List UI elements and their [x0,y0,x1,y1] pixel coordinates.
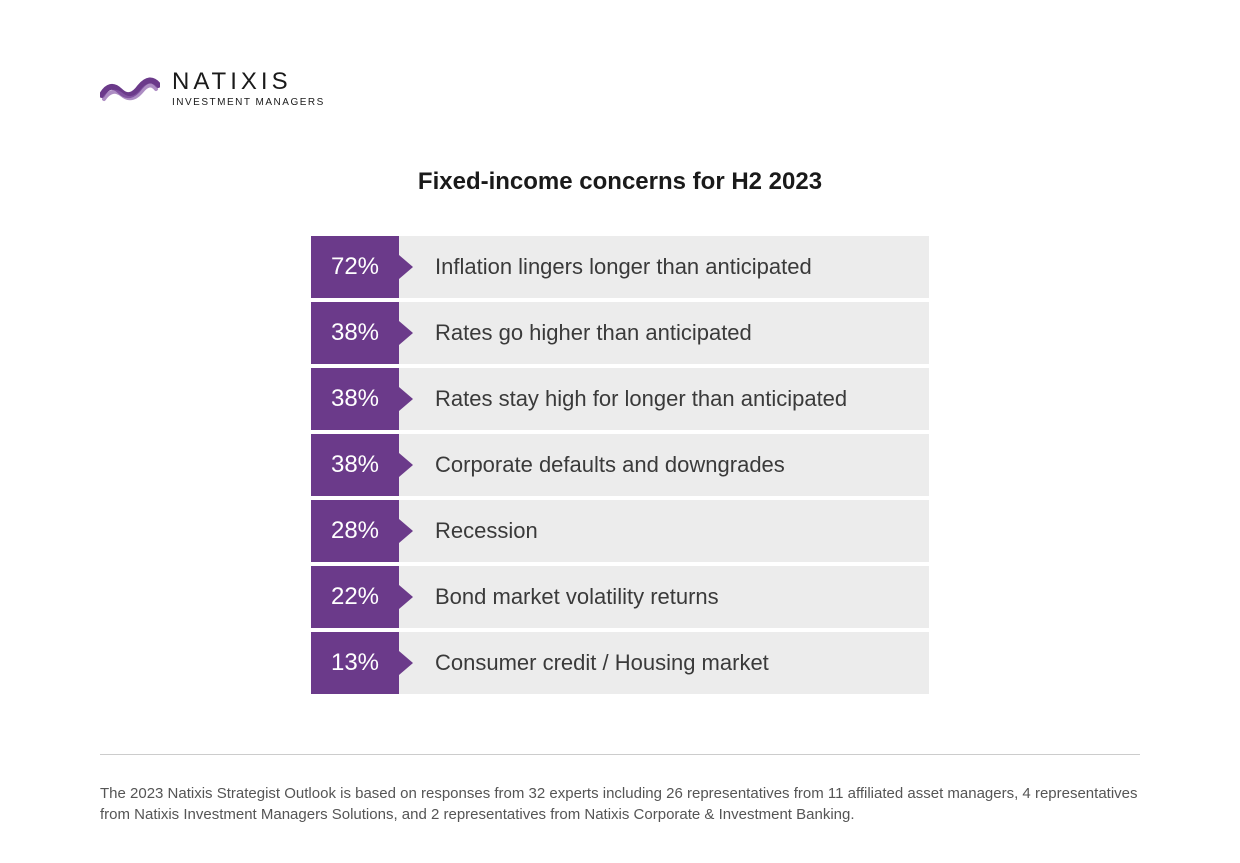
page-container: NATIXIS INVESTMENT MANAGERS Fixed-income… [0,0,1240,825]
bar-row: 13% Consumer credit / Housing market [311,632,929,694]
bar-label-text: Recession [435,518,538,544]
bar-label-text: Corporate defaults and downgrades [435,452,785,478]
arrow-icon [399,651,413,675]
bar-row: 38% Rates stay high for longer than anti… [311,368,929,430]
bar-pct-value: 13% [331,649,379,677]
arrow-icon [399,321,413,345]
bar-label: Corporate defaults and downgrades [399,434,929,496]
bar-pct-value: 38% [331,319,379,347]
footnote-text: The 2023 Natixis Strategist Outlook is b… [100,783,1140,825]
bar-pct: 28% [311,500,399,562]
arrow-icon [399,255,413,279]
bar-pct: 38% [311,434,399,496]
bar-row: 38% Rates go higher than anticipated [311,302,929,364]
bar-label: Rates stay high for longer than anticipa… [399,368,929,430]
bar-label: Inflation lingers longer than anticipate… [399,236,929,298]
bar-row: 72% Inflation lingers longer than antici… [311,236,929,298]
bar-pct-value: 38% [331,451,379,479]
bar-label: Bond market volatility returns [399,566,929,628]
chart-title: Fixed-income concerns for H2 2023 [100,168,1140,196]
bar-label: Consumer credit / Housing market [399,632,929,694]
logo-subtitle: INVESTMENT MANAGERS [172,98,325,108]
divider [100,754,1140,755]
arrow-icon [399,453,413,477]
bar-label-text: Bond market volatility returns [435,584,719,610]
bar-pct: 38% [311,302,399,364]
bar-row: 28% Recession [311,500,929,562]
bar-pct-value: 28% [331,517,379,545]
bar-label-text: Rates go higher than anticipated [435,320,752,346]
logo-text: NATIXIS INVESTMENT MANAGERS [172,70,325,108]
bar-pct-value: 38% [331,385,379,413]
bar-label: Rates go higher than anticipated [399,302,929,364]
bar-row: 22% Bond market volatility returns [311,566,929,628]
bar-pct: 22% [311,566,399,628]
logo-mark-icon [100,73,160,105]
bar-label-text: Consumer credit / Housing market [435,650,769,676]
bar-pct-value: 22% [331,583,379,611]
logo-name: NATIXIS [172,70,325,94]
bar-pct: 13% [311,632,399,694]
arrow-icon [399,585,413,609]
brand-logo: NATIXIS INVESTMENT MANAGERS [100,70,1140,108]
bar-pct: 38% [311,368,399,430]
arrow-icon [399,519,413,543]
bar-pct-value: 72% [331,253,379,281]
concerns-chart: 72% Inflation lingers longer than antici… [311,236,929,694]
bar-label: Recession [399,500,929,562]
bar-row: 38% Corporate defaults and downgrades [311,434,929,496]
bar-pct: 72% [311,236,399,298]
bar-label-text: Rates stay high for longer than anticipa… [435,386,847,412]
arrow-icon [399,387,413,411]
bar-label-text: Inflation lingers longer than anticipate… [435,254,812,280]
